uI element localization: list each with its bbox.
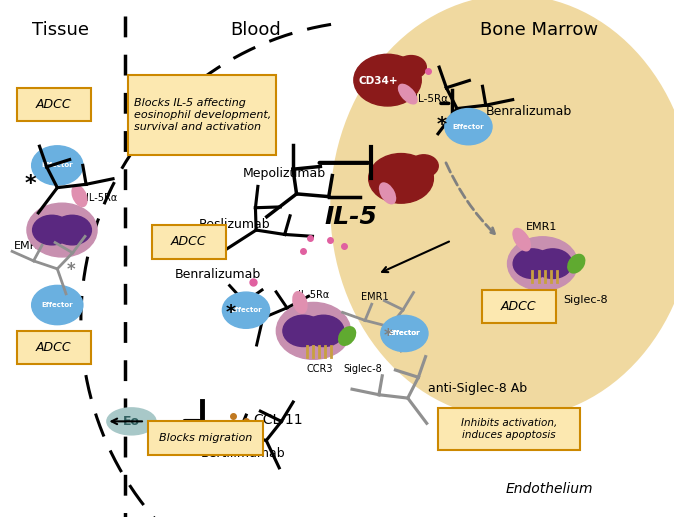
Ellipse shape [71,185,88,207]
Text: EMR1: EMR1 [361,293,388,302]
Text: Effector: Effector [231,307,262,313]
FancyBboxPatch shape [17,88,91,121]
Text: Mepolizumab: Mepolizumab [243,166,326,180]
Text: *: * [226,303,237,322]
Text: IL-5Rα: IL-5Rα [86,193,117,203]
Circle shape [508,237,578,291]
Ellipse shape [330,0,674,419]
Circle shape [409,155,438,177]
Text: ADCC: ADCC [36,341,71,354]
Text: ADCC: ADCC [501,300,537,313]
Text: Blocks migration: Blocks migration [159,433,252,444]
FancyBboxPatch shape [128,75,276,155]
Circle shape [533,249,572,279]
Ellipse shape [567,254,586,273]
Text: Benralizumab: Benralizumab [485,104,572,118]
Ellipse shape [398,84,418,104]
Circle shape [32,215,71,245]
Circle shape [381,315,428,352]
Text: *: * [24,174,36,193]
Text: CCR3: CCR3 [509,295,539,305]
Circle shape [276,302,350,359]
FancyBboxPatch shape [148,421,263,455]
FancyBboxPatch shape [438,408,580,450]
Circle shape [53,215,92,245]
Text: *: * [384,327,392,345]
Text: IL-5: IL-5 [324,205,377,229]
Text: ADCC: ADCC [36,98,71,111]
Circle shape [369,154,433,203]
Text: Effector: Effector [42,302,73,308]
Ellipse shape [512,228,530,250]
Text: EMR1: EMR1 [526,222,557,233]
FancyBboxPatch shape [482,290,556,323]
Text: Blocks IL-5 affecting
eosinophil development,
survival and activation: Blocks IL-5 affecting eosinophil develop… [133,98,271,132]
Text: Endothelium: Endothelium [506,482,593,496]
Text: anti-Siglec-8 Ab: anti-Siglec-8 Ab [428,382,527,396]
Circle shape [222,292,270,328]
Text: Bone Marrow: Bone Marrow [480,21,599,39]
Circle shape [27,203,97,257]
Text: EMR1: EMR1 [13,240,45,251]
Text: Siglec-8: Siglec-8 [344,364,382,374]
Text: Siglec-8: Siglec-8 [563,295,607,305]
Text: Blood: Blood [231,21,282,39]
Ellipse shape [106,407,157,435]
FancyBboxPatch shape [152,225,226,258]
Text: *: * [436,115,447,133]
Circle shape [445,109,492,145]
Circle shape [396,55,427,79]
Text: Bertilimumab: Bertilimumab [200,447,285,460]
Circle shape [303,315,344,346]
Text: IL-5Rα: IL-5Rα [415,94,448,104]
Text: CD34+: CD34+ [359,76,398,86]
Text: CCR3: CCR3 [307,364,333,374]
Circle shape [32,146,83,185]
Text: Reslizumab: Reslizumab [199,218,270,232]
Text: Benralizumab: Benralizumab [175,267,262,281]
Circle shape [513,249,552,279]
Ellipse shape [514,230,531,251]
Circle shape [354,54,421,106]
Text: CCL-11: CCL-11 [253,413,303,427]
Text: Effector: Effector [389,330,420,337]
Ellipse shape [379,183,396,204]
Text: Inhibits activation,
induces apoptosis: Inhibits activation, induces apoptosis [461,418,557,440]
Circle shape [32,285,83,325]
Text: ADCC: ADCC [171,235,206,248]
Text: Eo: Eo [123,415,140,428]
Text: Effector: Effector [42,162,73,169]
Text: Effector: Effector [453,124,484,130]
Ellipse shape [292,291,308,314]
Text: Tissue: Tissue [32,21,89,39]
Ellipse shape [338,326,357,346]
Text: IL-5Rα: IL-5Rα [298,290,329,300]
Circle shape [283,315,324,346]
Text: Effector: Effector [389,330,420,337]
FancyBboxPatch shape [17,331,91,364]
Text: *: * [67,261,75,279]
